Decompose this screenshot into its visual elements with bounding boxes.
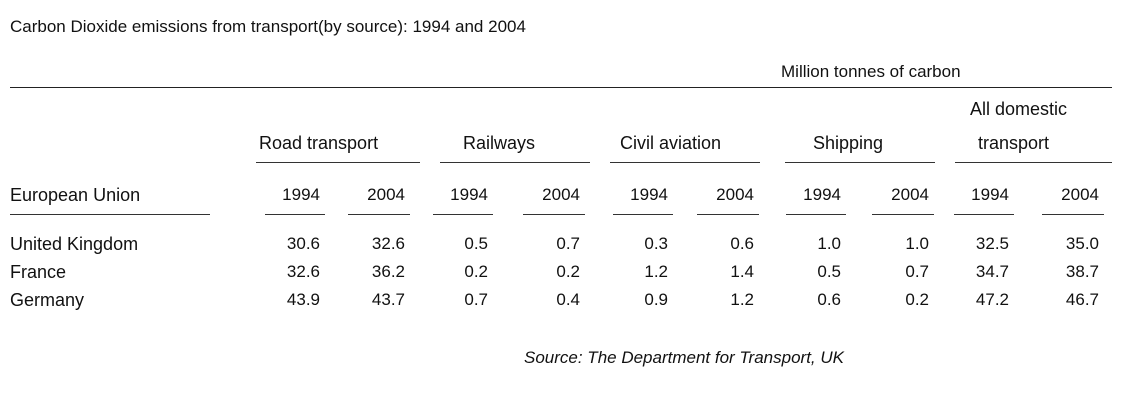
group-header-road-transport: Road transport (259, 133, 379, 153)
table-cell: 32.6 (371, 234, 405, 253)
year-header: 1994 (971, 185, 1009, 204)
table-cell: 0.2 (556, 262, 580, 281)
year-header: 1994 (450, 185, 488, 204)
group-underline-road (256, 162, 420, 163)
table-cell: 0.5 (464, 234, 488, 253)
group-underline-aviation (610, 162, 760, 163)
year-header: 1994 (803, 185, 841, 204)
table-cell: 1.0 (817, 234, 841, 253)
year-underline (872, 214, 934, 215)
year-header: 1994 (282, 185, 320, 204)
year-underline (786, 214, 846, 215)
year-header: 2004 (891, 185, 929, 204)
top-rule (10, 87, 1112, 88)
year-header: 2004 (716, 185, 754, 204)
table-cell: 0.7 (464, 290, 488, 309)
table-cell: 0.3 (644, 234, 668, 253)
group-underline-all-domestic (955, 162, 1112, 163)
table-cell: 0.9 (644, 290, 668, 309)
source-note: Source: The Department for Transport, UK (524, 348, 844, 367)
table-cell: 32.6 (286, 262, 320, 281)
table-cell: 30.6 (286, 234, 320, 253)
table-cell: 1.2 (730, 290, 754, 309)
country-label: United Kingdom (10, 234, 139, 254)
year-underline (433, 214, 493, 215)
table-cell: 43.9 (286, 290, 320, 309)
year-underline (348, 214, 410, 215)
table-cell: 0.6 (730, 234, 754, 253)
year-header: 2004 (1061, 185, 1099, 204)
group-underline-railways (440, 162, 590, 163)
table-cell: 0.2 (905, 290, 929, 309)
table-cell: 0.5 (817, 262, 841, 281)
year-header: 2004 (542, 185, 580, 204)
year-underline (523, 214, 585, 215)
country-label: Germany (10, 290, 85, 310)
table-cell: 1.2 (644, 262, 668, 281)
group-header-civil-aviation: Civil aviation (620, 133, 722, 153)
table-cell: 0.4 (556, 290, 580, 309)
table-cell: 1.4 (730, 262, 754, 281)
table-cell: 47.2 (975, 290, 1009, 309)
table-cell: 32.5 (975, 234, 1009, 253)
table-cell: 0.6 (817, 290, 841, 309)
page-title: Carbon Dioxide emissions from transport(… (10, 17, 526, 36)
row-header-european-union: European Union (10, 185, 141, 205)
group-header-railways: Railways (463, 133, 536, 153)
country-label: France (10, 262, 67, 282)
table-cell: 34.7 (975, 262, 1009, 281)
table-cell: 38.7 (1065, 262, 1099, 281)
year-underline (265, 214, 325, 215)
year-underline (613, 214, 673, 215)
table-cell: 1.0 (905, 234, 929, 253)
group-header-all-domestic-line1: All domestic (970, 99, 1068, 119)
table-cell: 0.7 (556, 234, 580, 253)
group-header-all-domestic-line2: transport (978, 133, 1050, 153)
group-underline-shipping (785, 162, 935, 163)
year-underline (954, 214, 1014, 215)
table-cell: 0.7 (905, 262, 929, 281)
year-header: 1994 (630, 185, 668, 204)
table-cell: 43.7 (371, 290, 405, 309)
table-cell: 46.7 (1065, 290, 1099, 309)
group-header-shipping: Shipping (813, 133, 884, 153)
table-cell: 35.0 (1065, 234, 1099, 253)
year-underline (1042, 214, 1104, 215)
table-cell: 36.2 (371, 262, 405, 281)
year-underline (697, 214, 759, 215)
row-header-underline (10, 214, 210, 215)
table-cell: 0.2 (464, 262, 488, 281)
units-label: Million tonnes of carbon (781, 62, 961, 81)
year-header: 2004 (367, 185, 405, 204)
